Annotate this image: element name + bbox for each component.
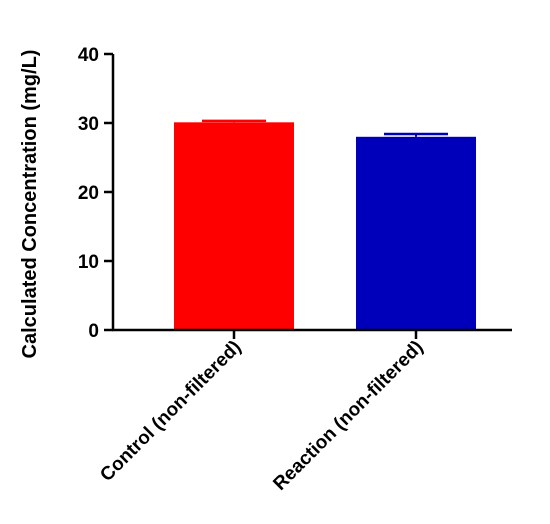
y-tick-label-20: 20 bbox=[78, 183, 99, 204]
y-tick-label-30: 30 bbox=[78, 114, 99, 135]
y-axis-title: Calculated Concentration (mg/L) bbox=[19, 50, 41, 359]
bars-layer bbox=[174, 122, 476, 330]
bar-1 bbox=[174, 122, 294, 330]
y-tick-label-40: 40 bbox=[78, 45, 99, 66]
x-category-label-1: Control (non-filtered) bbox=[96, 337, 245, 486]
y-tick-label-0: 0 bbox=[88, 321, 99, 342]
bar-2 bbox=[356, 136, 476, 330]
x-category-label-2: Reaction (non-filtered) bbox=[269, 337, 427, 495]
error-bars-layer bbox=[202, 119, 448, 137]
axes-layer bbox=[104, 52, 512, 339]
error-bar-1 bbox=[202, 119, 266, 123]
error-bar-2 bbox=[384, 132, 448, 137]
y-tick-label-10: 10 bbox=[78, 252, 99, 273]
